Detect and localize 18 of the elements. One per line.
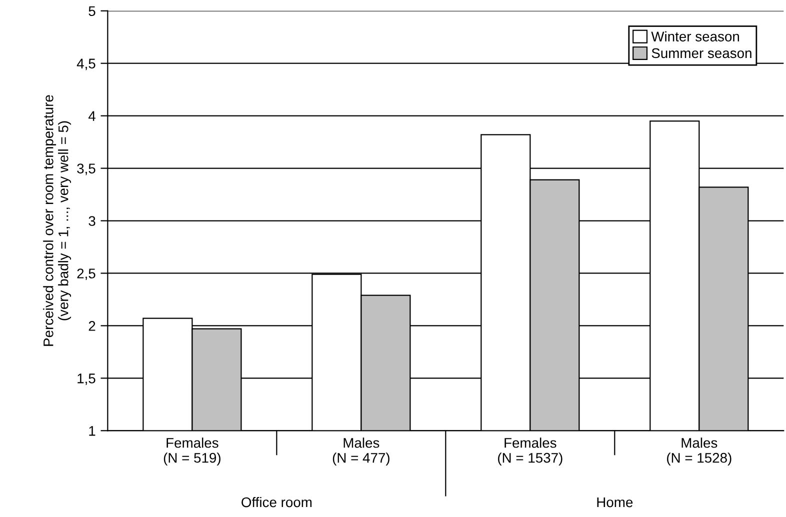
text: Home xyxy=(597,498,633,508)
y-tick-label: 4,5 xyxy=(76,58,96,70)
x-tick-label: Males (N = 1528) xyxy=(667,438,732,466)
y-tick-label: 1 xyxy=(89,426,96,436)
y-tick-label: 2,5 xyxy=(77,268,96,280)
legend-label: Winter season xyxy=(651,31,740,42)
x-tick-label: Males (N = 477) xyxy=(332,438,390,466)
y-tick-label: 2 xyxy=(88,321,96,331)
y-axis-title: Perceived control over room temperature (very badly = 1, ..., very well = 5) xyxy=(43,95,72,346)
y-tick-label: 3,5 xyxy=(77,164,96,176)
y-tick-label: 3 xyxy=(88,216,96,226)
y-tick-label: 5 xyxy=(88,6,96,16)
x-tick-label: Females (N = 1537) xyxy=(498,438,562,466)
legend-label: Summer season xyxy=(652,48,752,58)
text: Office room xyxy=(242,496,312,508)
y-tick-label: 4 xyxy=(88,111,96,121)
y-tick-label: 1,5 xyxy=(78,374,96,385)
x-tick-label: Females (N = 519) xyxy=(164,438,220,466)
